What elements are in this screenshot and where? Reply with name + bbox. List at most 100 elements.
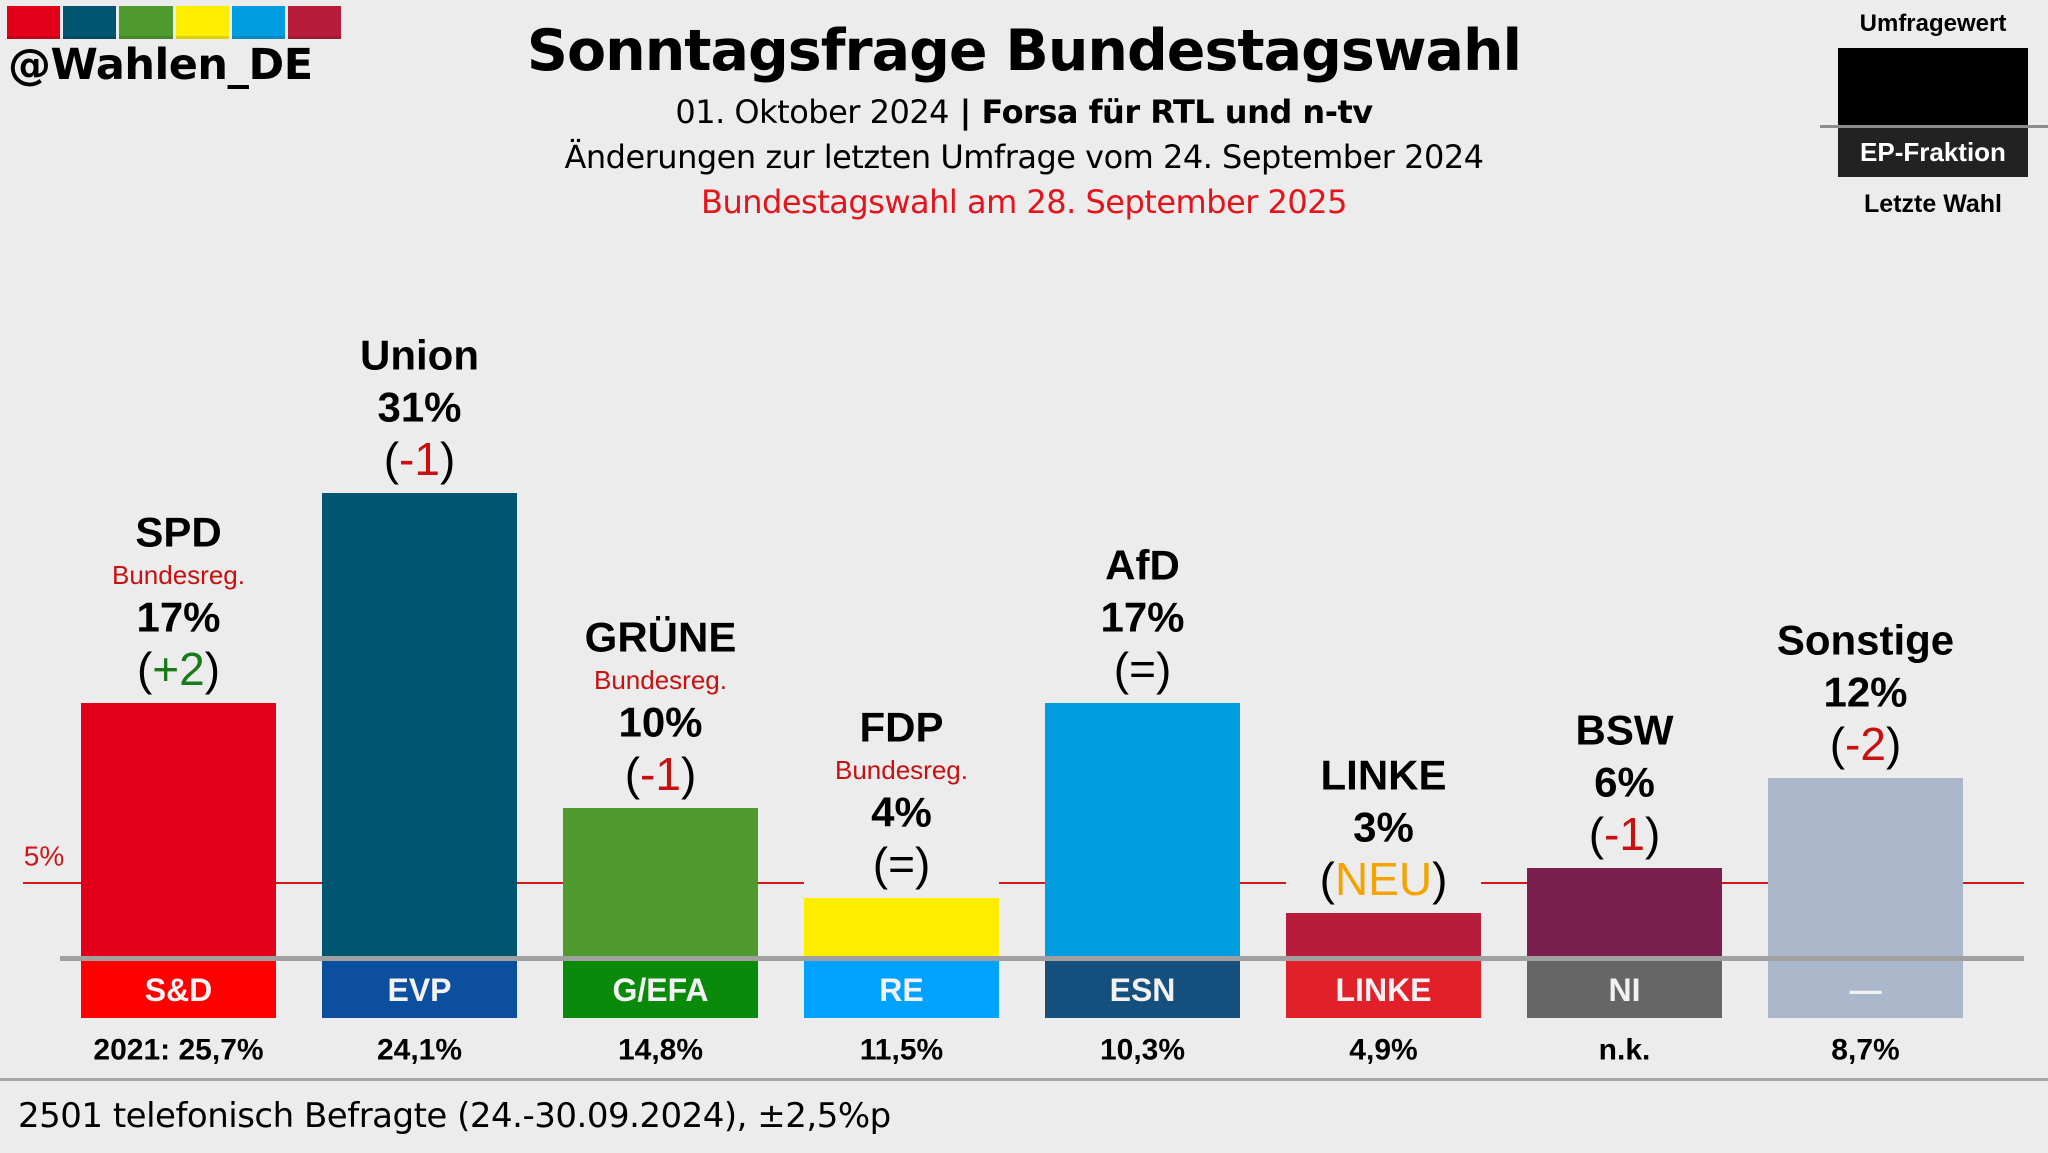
- party-group-bsw: NI n.k.: [1527, 868, 1722, 1067]
- poll-institute: Forsa für RTL und n-tv: [981, 93, 1374, 131]
- bar-label-group: (-1)6% BSW: [1576, 707, 1674, 861]
- change-label: (-1): [1589, 808, 1661, 860]
- party-name: AfD: [1105, 542, 1180, 589]
- party-name: FDP: [860, 704, 944, 751]
- last-election-value: 11,5%: [860, 1034, 943, 1067]
- separator: |: [949, 93, 982, 131]
- value-label: 31%: [377, 384, 461, 431]
- footer-divider: [0, 1078, 2048, 1081]
- logo-color-strip: [7, 6, 342, 39]
- logo-swatch: [287, 6, 342, 39]
- ep-group-label: S&D: [145, 972, 213, 1008]
- bar-label-group: (+2)17% Bundesreg. SPD: [112, 509, 245, 696]
- value-label: 3%: [1353, 804, 1414, 851]
- change-value: -1: [399, 433, 440, 485]
- party-name: Union: [360, 332, 479, 379]
- bar-label-group: (-1)31% Union: [360, 332, 479, 486]
- ep-group-box: [322, 961, 517, 1018]
- ep-group-label: EVP: [387, 972, 451, 1008]
- ep-group-label: ESN: [1110, 972, 1176, 1008]
- bar-afd: [1045, 703, 1240, 958]
- ep-group-label: NI: [1609, 972, 1641, 1008]
- change-label: (-1): [625, 748, 697, 800]
- logo-swatch: [7, 6, 61, 39]
- bars-layer: S&D 2021: 25,7% EVP 24,1% G/EFA 14,8% RE 11,5% E…: [81, 493, 1963, 1067]
- legend-baseline: [1820, 125, 2048, 128]
- government-badge: Bundesreg.: [112, 560, 245, 590]
- labels-layer: (+2)17%Bundesreg.SPD(-1)31%Union(-1)10%B…: [112, 332, 1954, 906]
- last-election-value: 24,1%: [377, 1034, 462, 1067]
- party-group-sonstige: — 8,7%: [1768, 778, 1963, 1067]
- last-election-value: 8,7%: [1831, 1034, 1899, 1067]
- bar-label-group: (NEU)3% LINKE: [1320, 752, 1448, 906]
- logo-swatch: [119, 6, 173, 39]
- value-label: 17%: [136, 594, 220, 641]
- legend-poll-value-label: Umfragewert: [1859, 10, 2007, 37]
- ep-group-label: G/EFA: [612, 972, 708, 1008]
- party-group-afd: ESN 10,3%: [1045, 703, 1240, 1067]
- change-value: =: [1129, 643, 1156, 695]
- baseline: [60, 956, 2024, 961]
- change-value: -1: [1604, 808, 1645, 860]
- poll-date: 01. Oktober 2024: [675, 93, 950, 131]
- last-election-value: 4,9%: [1349, 1034, 1417, 1067]
- bar-label-group: (=)17% AfD: [1100, 542, 1184, 696]
- sample-info: 2501 telefonisch Befragte (24.-30.09.202…: [18, 1096, 891, 1136]
- bar-label-group: (=)4% Bundesreg. FDP: [835, 704, 968, 891]
- changes-note: Änderungen zur letzten Umfrage vom 24. S…: [564, 138, 1484, 176]
- last-election-value: n.k.: [1599, 1034, 1651, 1067]
- last-election-value: 2021: 25,7%: [93, 1034, 263, 1067]
- change-label: (=): [873, 838, 931, 890]
- bar-label-group: (-2)12% Sonstige: [1777, 617, 1954, 771]
- party-group-linke: LINKE 4,9%: [1286, 913, 1481, 1067]
- logo-swatch: [231, 6, 285, 39]
- bar-bsw: [1527, 868, 1722, 958]
- logo-swatch: [175, 6, 229, 39]
- bar-linke: [1286, 913, 1481, 958]
- bar-fdp: [804, 898, 999, 958]
- government-badge: Bundesreg.: [835, 755, 968, 785]
- value-label: 4%: [871, 789, 932, 836]
- value-label: 17%: [1100, 594, 1184, 641]
- ep-group-box: [1286, 961, 1481, 1018]
- ep-group-box: [81, 961, 276, 1018]
- ep-group-label: RE: [879, 972, 923, 1008]
- logo-swatch: [63, 6, 117, 39]
- party-name: GRÜNE: [585, 614, 737, 661]
- ep-group-box: [1045, 961, 1240, 1018]
- change-label: (-2): [1830, 718, 1902, 770]
- change-value: -2: [1845, 718, 1886, 770]
- government-badge: Bundesreg.: [594, 665, 727, 695]
- bar-union: [322, 493, 517, 958]
- legend-ep-group-label: EP-Fraktion: [1838, 128, 2028, 177]
- bar-sonstige: [1768, 778, 1963, 958]
- ep-group-label: LINKE: [1336, 972, 1432, 1008]
- threshold-label: 5%: [24, 841, 64, 872]
- chart-title: Sonntagsfrage Bundestagswahl: [526, 18, 1522, 84]
- change-label: (+2): [137, 643, 220, 695]
- legend-bar-swatch: [1838, 48, 2028, 126]
- legend-last-election-label: Letzte Wahl: [1864, 190, 2002, 218]
- last-election-value: 14,8%: [618, 1034, 703, 1067]
- party-name: Sonstige: [1777, 617, 1954, 664]
- change-label: (-1): [384, 433, 456, 485]
- ep-group-box: [1527, 961, 1722, 1018]
- party-group-union: EVP 24,1%: [322, 493, 517, 1067]
- party-group-spd: S&D 2021: 25,7%: [81, 703, 276, 1067]
- ep-group-box: [563, 961, 758, 1018]
- bar-label-group: (-1)10% Bundesreg. GRÜNE: [585, 614, 737, 801]
- change-value: =: [888, 838, 915, 890]
- change-value: -1: [640, 748, 681, 800]
- ep-group-box: [1768, 961, 1963, 1018]
- party-name: BSW: [1576, 707, 1674, 754]
- election-date-note: Bundestagswahl am 28. September 2025: [701, 183, 1347, 221]
- party-group-grüne: G/EFA 14,8%: [563, 808, 758, 1067]
- bar-spd: [81, 703, 276, 958]
- account-handle: @Wahlen_DE: [8, 40, 313, 90]
- change-value: +2: [152, 643, 204, 695]
- ep-group-box: [804, 961, 999, 1018]
- party-name: SPD: [135, 509, 221, 556]
- change-label: (NEU): [1320, 853, 1448, 905]
- bar-grüne: [563, 808, 758, 958]
